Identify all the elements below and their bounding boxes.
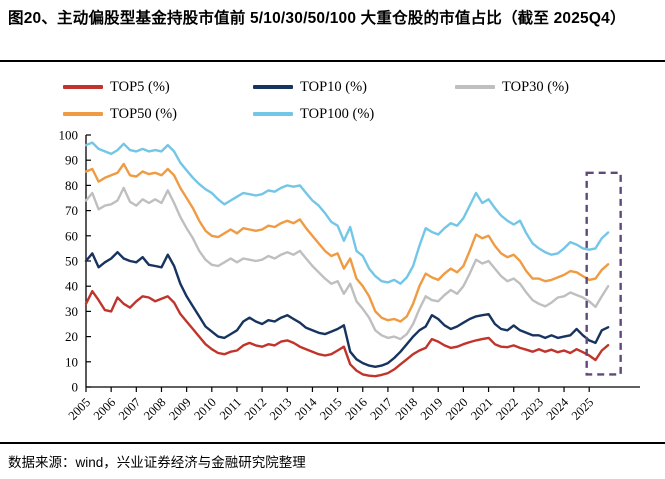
svg-text:2011: 2011 — [217, 395, 244, 422]
svg-text:40: 40 — [65, 279, 78, 294]
svg-text:10: 10 — [65, 354, 78, 369]
svg-text:90: 90 — [65, 153, 78, 168]
svg-text:100: 100 — [59, 128, 79, 143]
svg-text:2005: 2005 — [66, 395, 94, 423]
series-line-top100 — [84, 141, 610, 285]
svg-text:2022: 2022 — [493, 395, 521, 423]
svg-text:80: 80 — [65, 178, 78, 193]
svg-text:2007: 2007 — [116, 395, 144, 423]
svg-text:70: 70 — [65, 203, 78, 218]
svg-text:2006: 2006 — [91, 395, 119, 423]
svg-text:30: 30 — [65, 304, 78, 319]
svg-text:2021: 2021 — [468, 395, 496, 423]
legend-line-swatch-icon — [455, 85, 495, 89]
chart-legend: TOP5 (%) TOP10 (%) TOP30 (%) TOP50 (%) T… — [0, 72, 665, 124]
legend-label: TOP100 (%) — [300, 105, 375, 122]
svg-text:2019: 2019 — [418, 395, 446, 423]
legend-line-swatch-icon — [63, 112, 103, 116]
legend-item-top10: TOP10 (%) — [253, 78, 367, 96]
svg-text:2009: 2009 — [166, 395, 194, 423]
svg-text:2017: 2017 — [367, 395, 395, 423]
legend-item-top30: TOP30 (%) — [455, 78, 569, 96]
legend-item-top5: TOP5 (%) — [63, 78, 170, 96]
line-chart: 0102030405060708090100200520062007200820… — [59, 128, 640, 423]
svg-text:60: 60 — [65, 228, 78, 243]
svg-text:2025: 2025 — [569, 395, 597, 423]
svg-text:2016: 2016 — [342, 395, 370, 423]
data-source: 数据来源：wind，兴业证券经济与金融研究院整理 — [0, 442, 665, 471]
series-line-top50 — [84, 162, 610, 323]
series-line-top10 — [84, 250, 610, 369]
svg-text:2015: 2015 — [317, 395, 345, 423]
svg-text:0: 0 — [72, 380, 79, 395]
legend-item-top100: TOP100 (%) — [253, 105, 374, 123]
svg-text:2008: 2008 — [141, 395, 169, 423]
svg-text:2024: 2024 — [544, 395, 572, 423]
svg-text:2023: 2023 — [518, 395, 546, 423]
legend-label: TOP5 (%) — [110, 78, 170, 95]
legend-item-top50: TOP50 (%) — [63, 105, 177, 123]
legend-label: TOP50 (%) — [110, 105, 177, 122]
legend-line-swatch-icon — [253, 85, 293, 89]
legend-label: TOP30 (%) — [502, 78, 569, 95]
title-divider — [0, 60, 665, 62]
svg-text:20: 20 — [65, 329, 78, 344]
svg-text:2020: 2020 — [443, 395, 471, 423]
highlight-box-2025 — [585, 171, 622, 376]
svg-text:50: 50 — [65, 254, 78, 269]
svg-text:2018: 2018 — [393, 395, 421, 423]
svg-text:2010: 2010 — [191, 395, 219, 423]
series-line-top30 — [84, 186, 610, 341]
figure-title: 图20、主动偏股型基金持股市值前 5/10/30/50/100 大重仓股的市值占… — [8, 10, 626, 27]
svg-text:2013: 2013 — [267, 395, 295, 423]
svg-text:2012: 2012 — [242, 395, 270, 423]
series-line-top5 — [84, 289, 610, 378]
svg-text:2014: 2014 — [292, 395, 320, 423]
legend-label: TOP10 (%) — [300, 78, 367, 95]
legend-line-swatch-icon — [253, 112, 293, 116]
legend-line-swatch-icon — [63, 85, 103, 89]
